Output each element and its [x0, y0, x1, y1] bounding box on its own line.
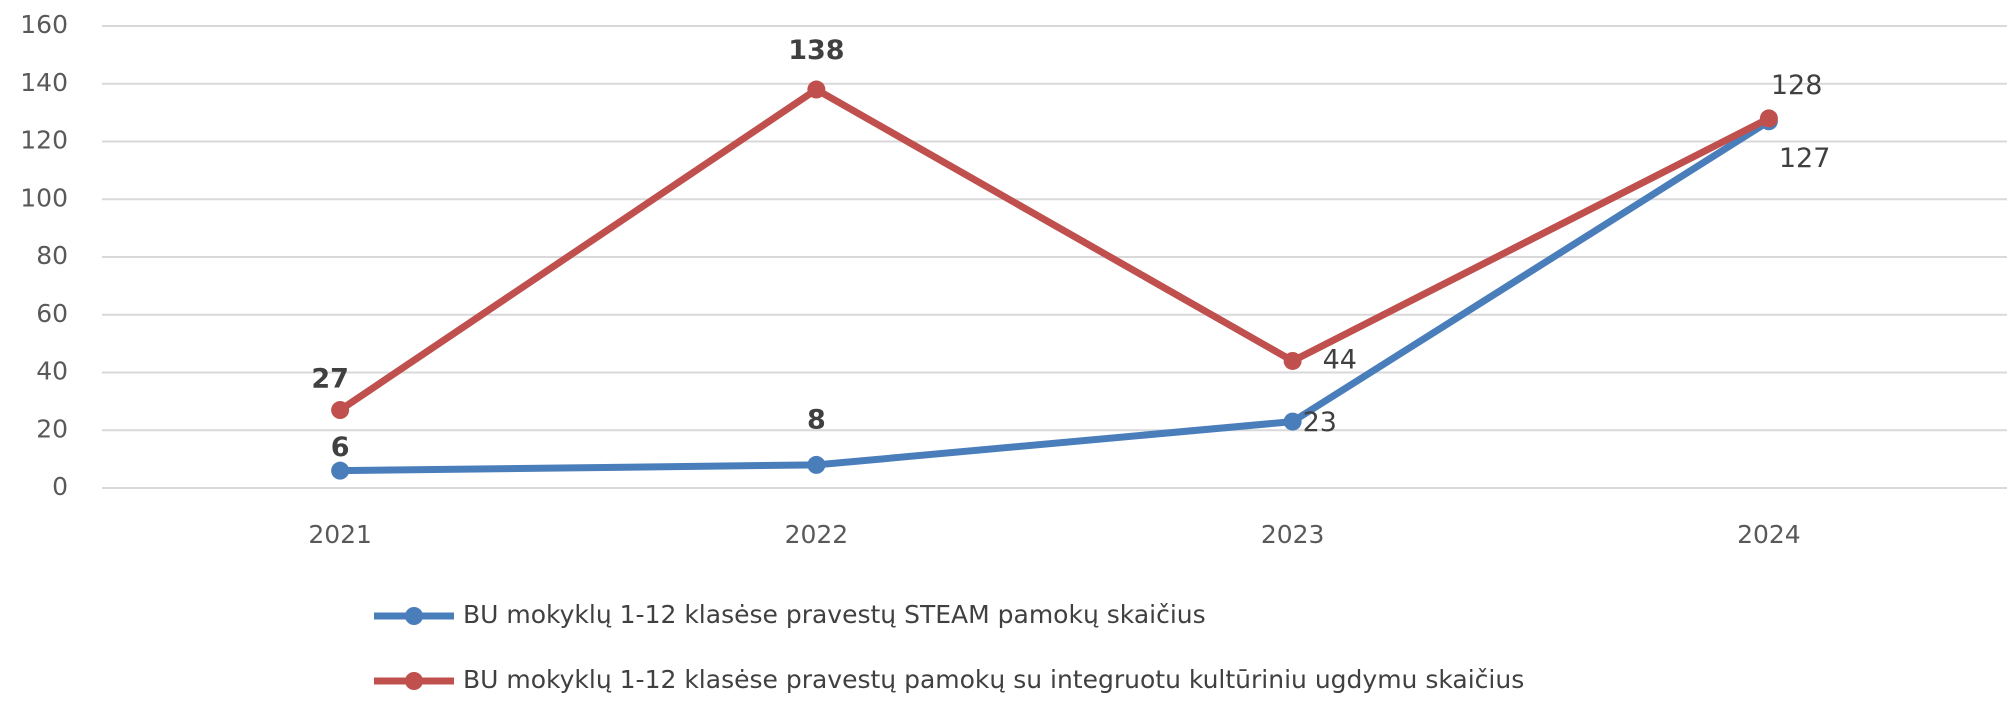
data-label: 44 [1323, 344, 1357, 375]
marker [1759, 109, 1778, 128]
y-tick-label: 140 [20, 68, 68, 97]
legend-label: BU mokyklų 1-12 klasėse pravestų pamokų … [463, 665, 1524, 694]
data-label: 127 [1779, 143, 1831, 174]
y-tick-label: 40 [36, 357, 68, 386]
marker [1283, 412, 1302, 431]
marker [807, 455, 826, 474]
marker [1283, 351, 1302, 370]
y-tick-label: 120 [20, 126, 68, 155]
data-label: 138 [788, 35, 844, 66]
y-tick-label: 80 [36, 241, 68, 270]
data-label: 23 [1303, 407, 1337, 438]
legend-marker [405, 607, 423, 625]
y-tick-label: 100 [20, 183, 68, 212]
data-label: 8 [807, 404, 826, 435]
x-tick-label: 2024 [1737, 520, 1801, 549]
data-label: 6 [331, 432, 350, 463]
marker [331, 401, 350, 420]
y-tick-label: 0 [52, 472, 68, 501]
x-tick-label: 2022 [785, 520, 849, 549]
data-label: 128 [1771, 70, 1823, 101]
x-tick-label: 2021 [308, 520, 372, 549]
series-line [340, 118, 1771, 475]
marker [331, 461, 350, 480]
legend-marker [405, 672, 423, 690]
y-tick-label: 20 [36, 414, 68, 443]
series-line [338, 86, 1771, 413]
legend-label: BU mokyklų 1-12 klasėse pravestų STEAM p… [463, 600, 1206, 629]
y-tick-label: 160 [20, 10, 68, 39]
y-tick-label: 60 [36, 299, 68, 328]
marker [807, 80, 826, 99]
x-tick-label: 2023 [1261, 520, 1325, 549]
data-label: 27 [311, 364, 349, 395]
